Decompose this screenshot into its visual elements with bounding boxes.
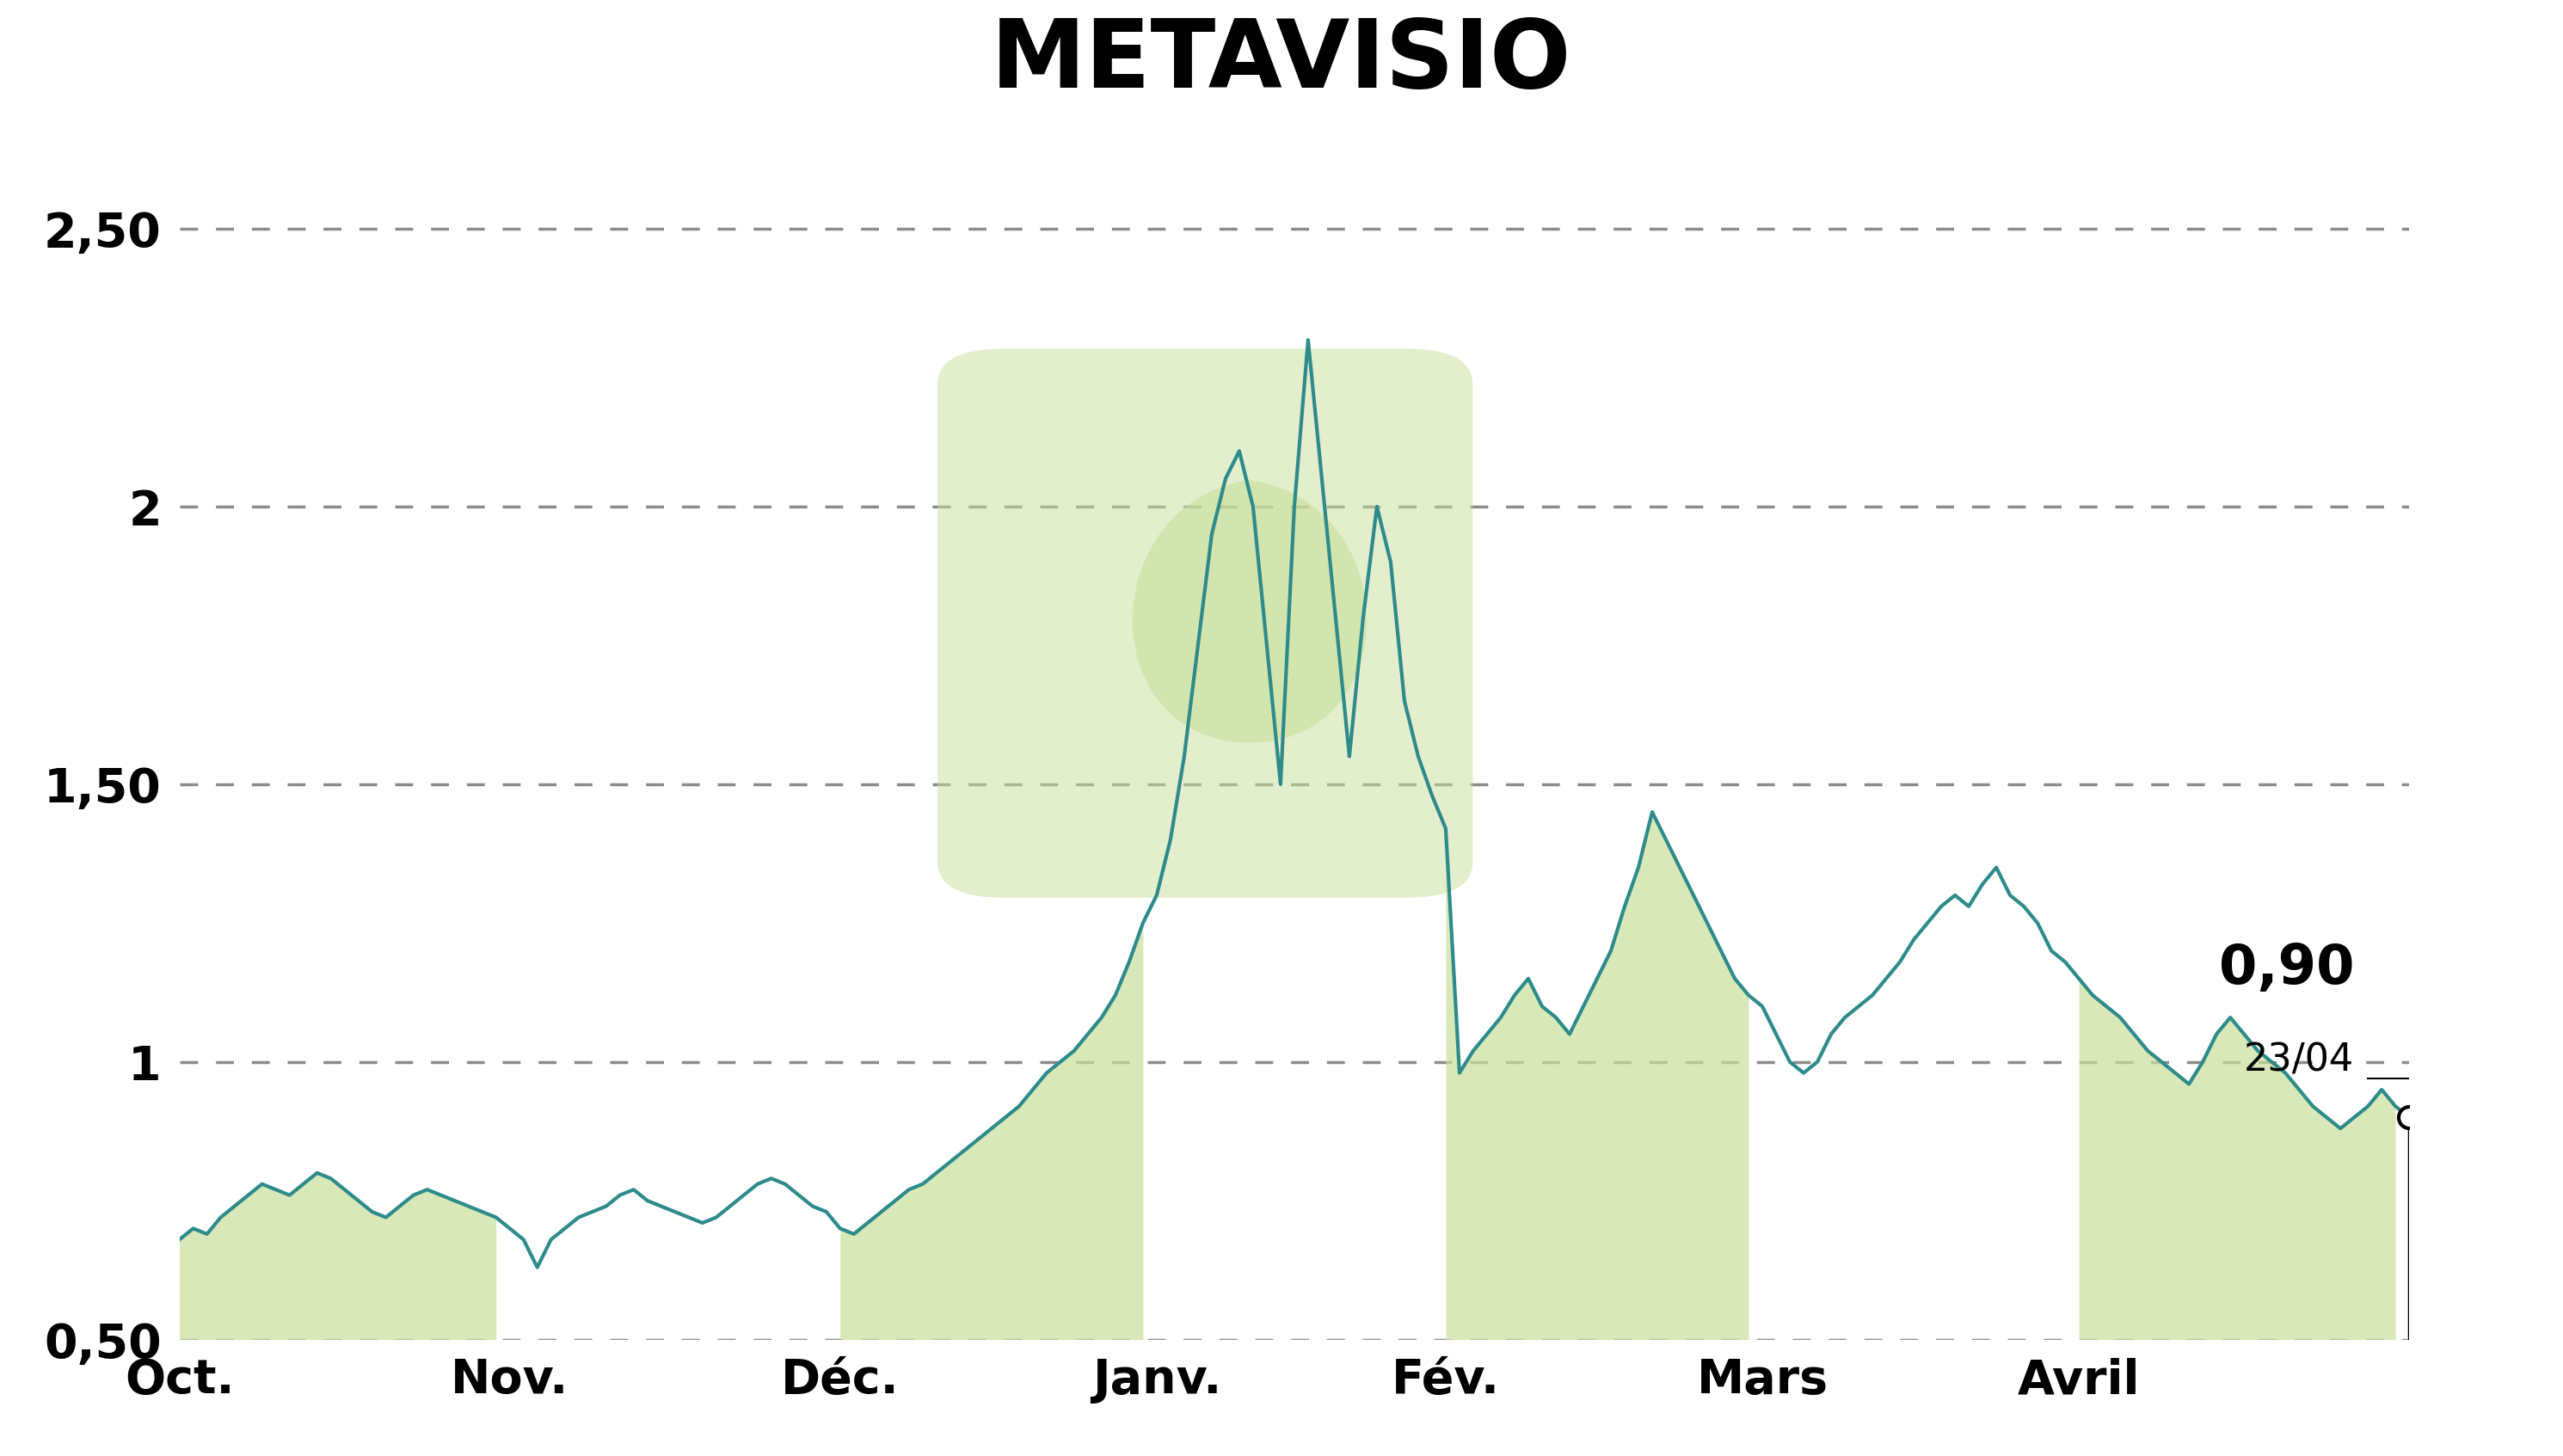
Text: METAVISIO: METAVISIO: [992, 16, 1571, 108]
Text: 23/04: 23/04: [2243, 1041, 2355, 1079]
PathPatch shape: [1133, 480, 1366, 743]
FancyBboxPatch shape: [938, 348, 1474, 898]
Text: 0,90: 0,90: [2220, 942, 2355, 996]
